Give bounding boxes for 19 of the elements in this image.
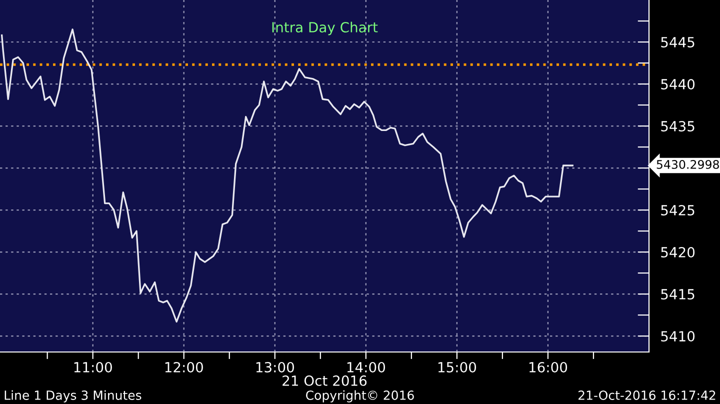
y-tick-label: 5440	[661, 78, 695, 90]
x-tick-label: 11:00	[74, 362, 112, 372]
y-tick-label: 5425	[661, 204, 694, 216]
text: 21-Oct-2016 16:17:42	[578, 390, 716, 400]
x-tick-label: 15:00	[438, 362, 476, 372]
y-tick-label: 5435	[661, 120, 694, 132]
x-tick-label: 16:00	[529, 362, 568, 372]
y-tick-label: 5410	[661, 331, 695, 342]
y-tick-label: 5420	[661, 246, 695, 258]
x-tick-label: 13:00	[256, 362, 294, 372]
text: Line 1 Days 3 Minutes	[4, 390, 142, 402]
x-tick-label: 14:00	[347, 362, 386, 372]
y-tick-label: 5445	[661, 37, 694, 48]
text: 5430.2998	[656, 160, 719, 169]
y-tick-label: 5415	[661, 289, 694, 300]
text: Copyright© 2016	[306, 390, 414, 402]
text: Intra Day Chart	[272, 22, 378, 36]
x-tick-label: 12:00	[165, 362, 203, 372]
x-axis-title: 21 Oct 2016	[282, 375, 367, 386]
